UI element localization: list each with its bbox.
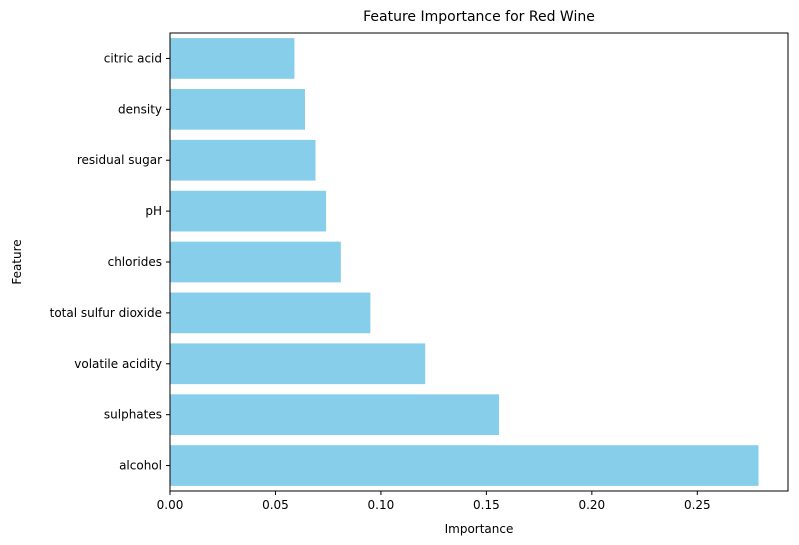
y-tick-label: sulphates bbox=[104, 408, 162, 422]
y-tick-label: citric acid bbox=[104, 51, 162, 65]
x-tick-label: 0.15 bbox=[473, 498, 500, 512]
bars-layer bbox=[170, 38, 759, 486]
y-tick-label: residual sugar bbox=[77, 153, 162, 167]
x-tick-label: 0.05 bbox=[262, 498, 289, 512]
y-tick-label: pH bbox=[145, 204, 162, 218]
bar-sulphates bbox=[170, 394, 500, 436]
y-axis-ticks: alcohol sulphates volatile acidity total su… bbox=[50, 51, 170, 473]
y-tick-label: volatile acidity bbox=[74, 357, 162, 371]
bar-residual-sugar bbox=[170, 139, 316, 181]
x-axis-label: Importance bbox=[445, 522, 514, 536]
bar-density bbox=[170, 88, 305, 130]
bar-total-sulfur-dioxide bbox=[170, 292, 371, 334]
x-tick-label: 0.25 bbox=[684, 498, 711, 512]
bar-citric-acid bbox=[170, 38, 295, 79]
y-tick-label: total sulfur dioxide bbox=[50, 306, 162, 320]
bar-volatile-acidity bbox=[170, 343, 426, 385]
x-axis-ticks: 0.00 0.05 0.10 0.15 0.20 0.25 bbox=[157, 491, 711, 512]
y-axis-label: Feature bbox=[10, 239, 24, 284]
y-tick-label: chlorides bbox=[108, 255, 162, 269]
x-tick-label: 0.20 bbox=[578, 498, 605, 512]
y-tick-label: alcohol bbox=[119, 459, 162, 473]
bar-ph bbox=[170, 190, 327, 232]
x-tick-label: 0.10 bbox=[368, 498, 395, 512]
y-tick-label: density bbox=[118, 102, 162, 116]
plot-frame bbox=[169, 32, 789, 492]
bar-chlorides bbox=[170, 241, 341, 283]
x-tick-label: 0.00 bbox=[157, 498, 184, 512]
bar-alcohol bbox=[170, 445, 759, 486]
chart-title: Feature Importance for Red Wine bbox=[363, 9, 595, 25]
